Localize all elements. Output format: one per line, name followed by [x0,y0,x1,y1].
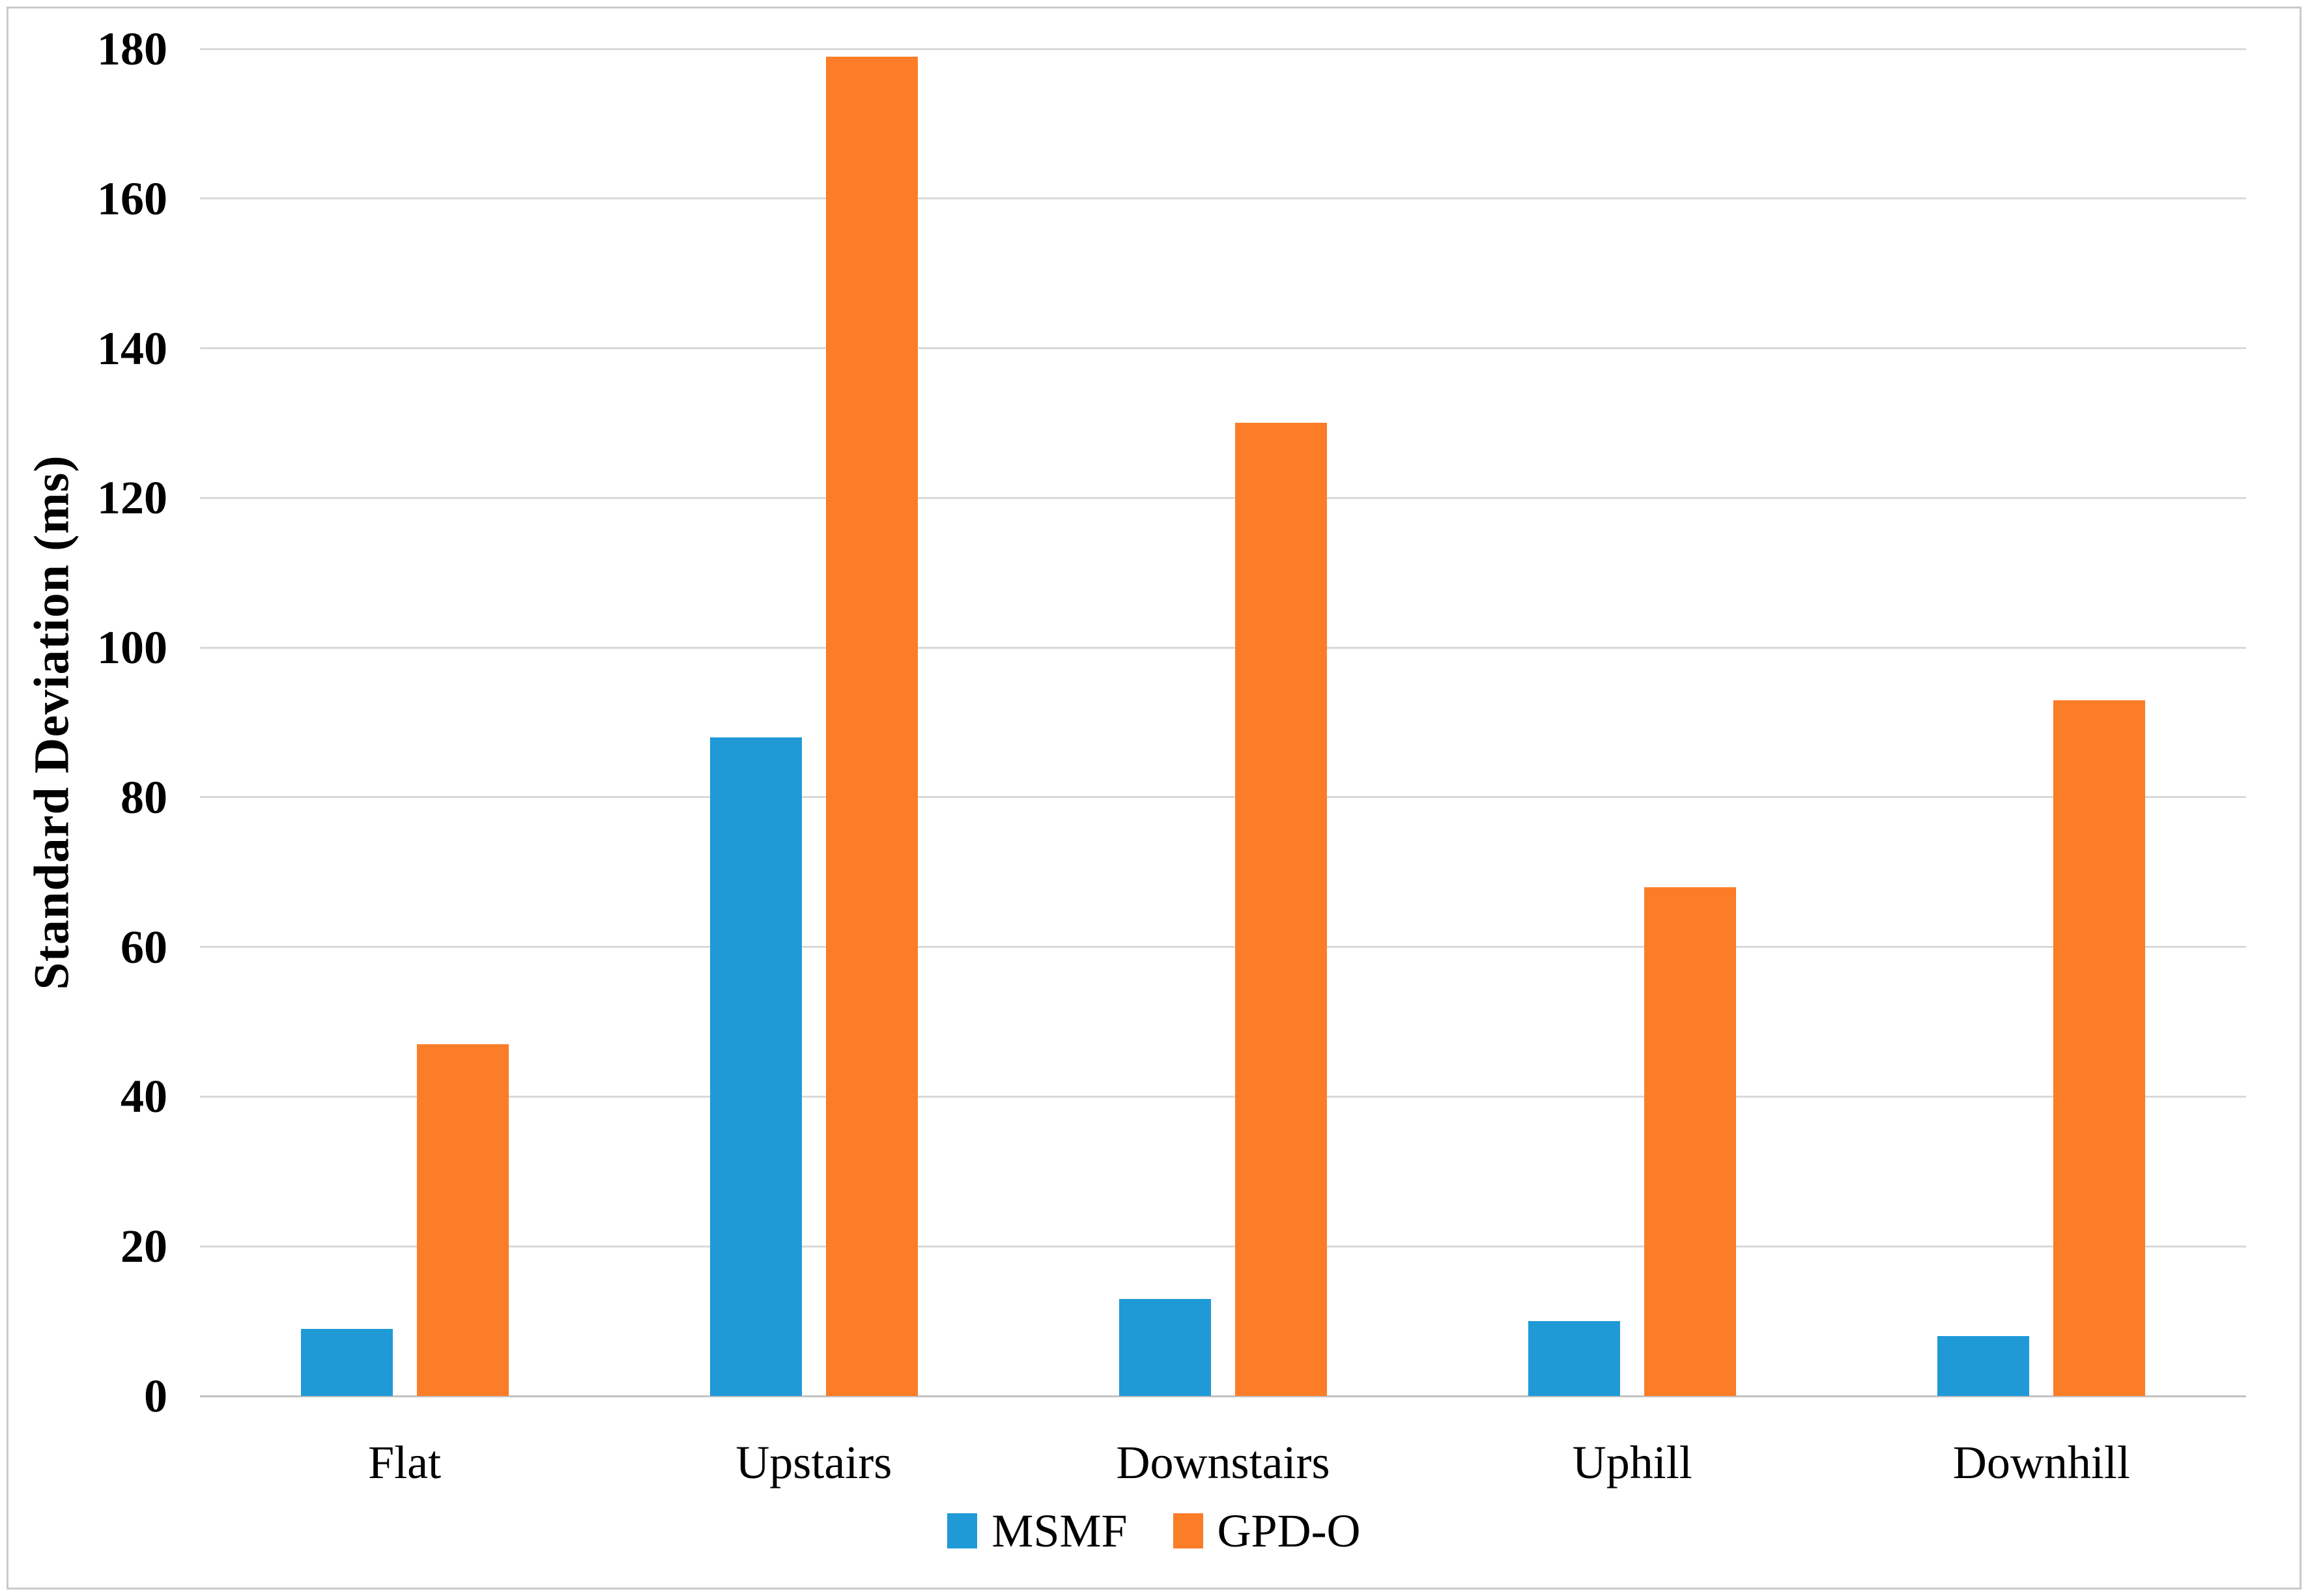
plot-area [200,48,2246,1397]
x-axis-line [200,1395,2246,1397]
legend-item-msmf: MSMF [947,1502,1128,1560]
x-category-label-downhill: Downhill [1952,1436,2130,1489]
x-category-label-flat: Flat [368,1436,442,1489]
bar-group-downhill [1837,49,2246,1396]
y-tick-label-40: 40 [121,1070,167,1123]
legend-swatch-gpd-o [1173,1513,1203,1548]
y-tick-label-180: 180 [97,23,167,75]
bar-group-flat [200,49,609,1396]
gridline-120 [200,496,2246,499]
legend-swatch-msmf [947,1513,978,1548]
bar-gpd-o-downstairs [1235,423,1327,1396]
gridline-60 [200,946,2246,948]
gridline-40 [200,1095,2246,1098]
x-category-label-upstairs: Upstairs [735,1436,892,1489]
bar-group-uphill [1428,49,1837,1396]
bar-msmf-upstairs [709,737,802,1396]
y-tick-label-120: 120 [97,472,167,524]
y-tick-label-80: 80 [121,771,167,823]
gridline-80 [200,796,2246,799]
bar-groups [200,49,2246,1396]
bar-gpd-o-uphill [1644,887,1737,1396]
chart-legend: MSMF GPD-O [0,1502,2308,1560]
y-tick-label-0: 0 [144,1370,167,1422]
y-tick-label-60: 60 [121,920,167,973]
gridline-160 [200,197,2246,200]
gridline-140 [200,347,2246,350]
bar-group-downstairs [1018,49,1427,1396]
legend-item-gpd-o: GPD-O [1173,1502,1361,1560]
y-tick-label-140: 140 [97,322,167,375]
y-tick-label-20: 20 [121,1220,167,1273]
bar-msmf-downhill [1937,1336,2030,1396]
y-tick-label-160: 160 [97,172,167,225]
legend-label-msmf: MSMF [991,1505,1128,1557]
bar-msmf-downstairs [1119,1298,1211,1396]
x-axis-category-labels: Flat Upstairs Downstairs Uphill Downhill [200,1433,2246,1498]
bar-gpd-o-upstairs [825,56,918,1396]
gridline-100 [200,646,2246,649]
legend-label-gpd-o: GPD-O [1217,1505,1361,1557]
bar-group-upstairs [609,49,1018,1396]
x-category-label-downstairs: Downstairs [1116,1436,1330,1489]
y-tick-label-100: 100 [97,621,167,674]
bar-gpd-o-flat [416,1044,509,1396]
y-axis-tick-labels: 0 20 40 60 80 100 120 140 160 180 [13,25,167,1419]
bar-msmf-flat [300,1328,393,1396]
gridline-20 [200,1245,2246,1247]
bar-gpd-o-downhill [2053,700,2146,1396]
bar-msmf-uphill [1528,1321,1621,1396]
x-category-label-uphill: Uphill [1572,1436,1692,1489]
gridline-180 [200,48,2246,50]
